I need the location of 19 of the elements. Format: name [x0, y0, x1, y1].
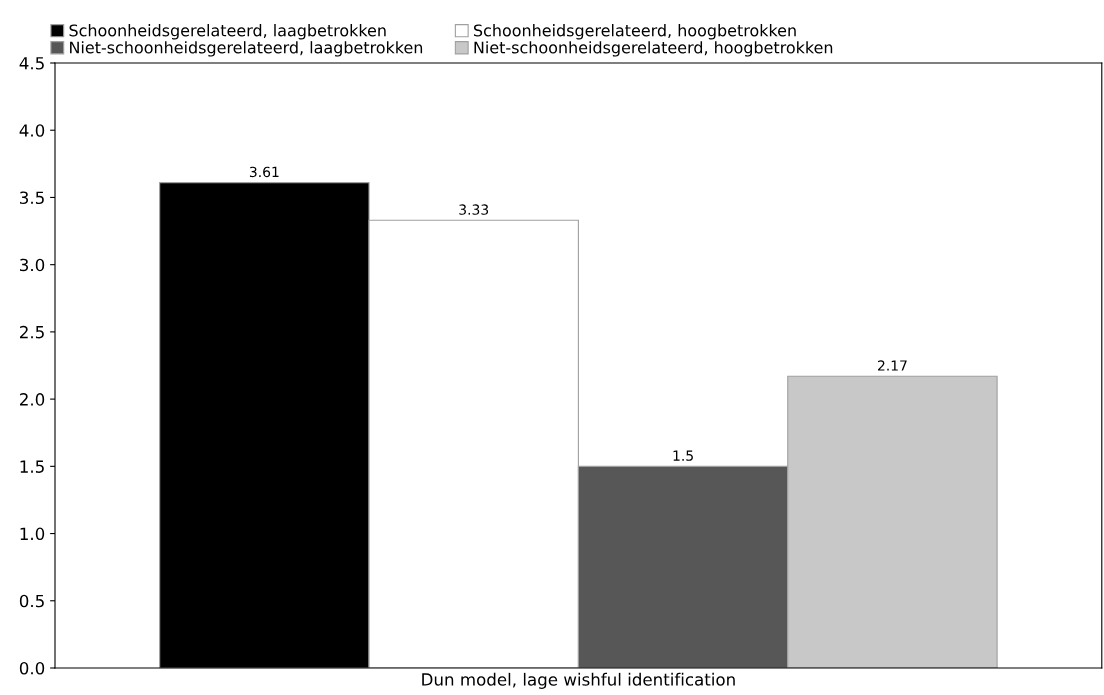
- y-tick-label: 4.5: [19, 57, 44, 70]
- legend-label: Niet-schoonheidsgerelateerd, laagbetrokken: [70, 41, 423, 57]
- y-tick-label: 4.0: [19, 124, 45, 137]
- data-label: 3.33: [459, 204, 489, 215]
- data-label: 1.5: [673, 450, 693, 461]
- data-label: 3.61: [249, 166, 279, 178]
- legend-label: Schoonheidsgerelateerd, laagbetrokken: [69, 24, 386, 40]
- y-tick-label: 1.0: [20, 527, 45, 541]
- legend-label: Niet-schoonheidsgerelateerd, hoogbetrokken: [474, 41, 833, 57]
- x-tick-label: Dun model, lage wishful identification: [422, 672, 735, 689]
- y-tick-label: 0.0: [19, 661, 45, 675]
- y-tick-label: 1.5: [20, 460, 44, 473]
- y-tick-label: 3.5: [20, 191, 44, 205]
- y-tick-label: 3.0: [20, 258, 45, 272]
- y-tick-label: 2.5: [19, 325, 44, 339]
- y-tick-label: 2.0: [19, 393, 45, 406]
- y-tick-label: 0.5: [19, 594, 44, 608]
- legend-label: Schoonheidsgerelateerd, hoogbetrokken: [473, 24, 796, 40]
- data-label: 2.17: [877, 360, 907, 371]
